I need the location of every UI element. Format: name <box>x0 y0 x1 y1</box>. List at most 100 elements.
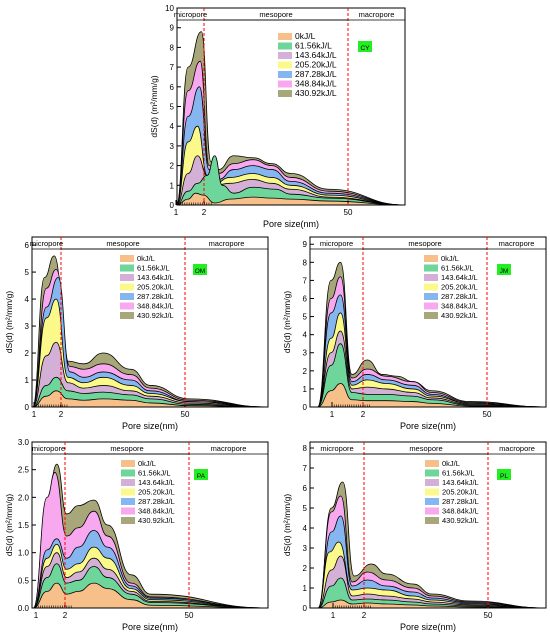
legend-swatch-pl-2 <box>425 479 439 486</box>
series-area-pl-5 <box>317 495 547 609</box>
region-label-cy-1: mesopore <box>259 10 292 19</box>
legend-swatch-pl-6 <box>425 517 439 524</box>
legend-swatch-cy-4 <box>278 71 292 78</box>
y-axis-label-cy: dS(d) (m²/mm/g) <box>149 75 159 138</box>
legend-swatch-om-6 <box>120 312 134 319</box>
y-tick-label-cy-9: 9 <box>170 24 175 33</box>
region-label-om-1: mesopore <box>106 239 139 248</box>
legend-swatch-jm-1 <box>424 264 438 272</box>
y-tick-label-jm-1: 1 <box>303 385 308 394</box>
legend-swatch-jm-0 <box>424 255 438 262</box>
legend-label-pl-1: 61.56kJ/L <box>442 469 475 478</box>
legend-label-pa-2: 143.64kJ/L <box>138 478 175 487</box>
y-axis-label-pl: dS(d) (m²/mm/g) <box>282 494 292 557</box>
y-tick-label-jm-0: 0 <box>303 403 308 412</box>
legend-swatch-pa-5 <box>121 507 135 515</box>
legend-label-jm-2: 143.64kJ/L <box>441 273 478 282</box>
badge-box-pl <box>497 469 511 480</box>
y-tick-label-pa-0: 0.0 <box>18 604 30 613</box>
legend-label-pa-4: 287.28kJ/L <box>138 497 175 506</box>
region-label-pl-1: mesopore <box>409 444 442 453</box>
x-tick-label-pl-2: 50 <box>484 611 493 620</box>
series-area-cy-6 <box>176 31 406 206</box>
region-label-pa-1: mesopore <box>110 444 143 453</box>
legend-label-om-4: 287.28kJ/L <box>137 292 174 301</box>
legend-swatch-pa-2 <box>121 479 135 486</box>
plot-frame-pl <box>309 441 547 609</box>
series-area-jm-2 <box>317 330 547 408</box>
series-area-pa-0 <box>33 582 269 609</box>
series-area-pl-3 <box>317 541 547 609</box>
series-area-om-5 <box>32 268 269 408</box>
y-tick-label-pl-4: 4 <box>303 524 308 533</box>
y-tick-label-pa-3: 1.5 <box>18 521 30 530</box>
y-tick-label-pl-6: 6 <box>303 484 308 493</box>
y-tick-label-jm-4: 4 <box>303 331 308 340</box>
x-tick-label-pl-1: 2 <box>362 611 367 620</box>
y-tick-label-pl-7: 7 <box>303 464 308 473</box>
y-tick-label-cy-8: 8 <box>170 43 175 52</box>
legend-label-pa-0: 0kJ/L <box>138 459 156 468</box>
legend-swatch-pl-0 <box>425 460 439 467</box>
legend-label-om-6: 430.92kJ/L <box>137 311 174 320</box>
x-tick-label-pa-1: 2 <box>63 611 68 620</box>
y-tick-label-pl-1: 1 <box>303 584 308 593</box>
chart-panel-cy: 0 1 2 3 4 5 6 7 8 9 10 1 2 50 micropore mesopore macropo… <box>145 4 410 230</box>
x-tick-label-cy-2: 50 <box>344 208 353 217</box>
legend-label-jm-1: 61.56kJ/L <box>441 264 474 273</box>
legend-swatch-pa-1 <box>121 469 135 477</box>
chart-panel-om: 0 1 2 3 4 5 6 1 2 50 micropore mesopore macropore Por… <box>2 233 272 433</box>
x-tick-label-pa-0: 1 <box>34 611 39 620</box>
x-tick-label-jm-2: 50 <box>483 410 492 419</box>
x-tick-label-om-0: 1 <box>32 410 37 419</box>
legend-swatch-cy-3 <box>278 61 292 69</box>
y-tick-label-jm-7: 7 <box>303 276 308 285</box>
region-label-pl-0: micropore <box>320 444 353 453</box>
legend-swatch-jm-6 <box>424 312 438 319</box>
legend-label-jm-5: 348.84kJ/L <box>441 302 478 311</box>
legend-swatch-om-2 <box>120 274 134 281</box>
plot-frame-jm <box>309 236 547 408</box>
y-tick-label-cy-1: 1 <box>170 181 175 190</box>
x-tick-label-cy-1: 2 <box>202 208 207 217</box>
legend-swatch-jm-5 <box>424 302 438 310</box>
x-axis-label-cy: Pore size(nm) <box>263 219 319 229</box>
series-area-jm-4 <box>317 294 547 408</box>
y-tick-label-cy-7: 7 <box>170 63 175 72</box>
y-tick-label-om-0: 0 <box>25 403 30 412</box>
y-tick-label-pl-0: 0 <box>303 604 308 613</box>
legend-swatch-om-4 <box>120 293 134 300</box>
legend-label-pa-6: 430.92kJ/L <box>138 516 175 525</box>
region-label-cy-0: micropore <box>174 10 207 19</box>
region-label-om-2: macropore <box>209 239 245 248</box>
y-axis-label-pa: dS(d) (m²/mm/g) <box>4 494 14 557</box>
y-tick-label-pa-6: 3.0 <box>18 438 30 447</box>
series-area-jm-6 <box>317 261 547 408</box>
y-tick-label-pl-2: 2 <box>303 564 308 573</box>
y-tick-label-cy-3: 3 <box>170 142 175 151</box>
chart-jm-svg: 0 1 2 3 4 5 6 7 8 9 1 2 50 micropore mesopore macropore… <box>282 236 547 431</box>
legend-label-pl-6: 430.92kJ/L <box>442 516 479 525</box>
legend-label-pl-5: 348.84kJ/L <box>442 507 479 516</box>
legend-label-om-2: 143.64kJ/L <box>137 273 174 282</box>
legend-label-pa-3: 205.20kJ/L <box>138 488 175 497</box>
region-label-cy-2: macropore <box>359 10 395 19</box>
y-tick-label-pl-3: 3 <box>303 544 308 553</box>
y-tick-label-om-6: 6 <box>25 241 30 250</box>
y-tick-label-cy-4: 4 <box>170 122 175 131</box>
series-area-om-0 <box>32 390 269 408</box>
region-label-pl-2: macropore <box>499 444 535 453</box>
series-area-jm-3 <box>317 312 547 408</box>
y-tick-label-pa-4: 2.0 <box>18 493 30 502</box>
badge-box-om <box>193 264 207 275</box>
y-tick-label-pa-2: 1.0 <box>18 549 30 558</box>
y-tick-label-pl-8: 8 <box>303 444 308 453</box>
legend-swatch-pl-3 <box>425 488 439 496</box>
x-tick-label-jm-1: 2 <box>361 410 366 419</box>
badge-label-pl: PL <box>500 473 508 480</box>
legend-swatch-pa-4 <box>121 498 135 505</box>
x-tick-label-cy-0: 1 <box>174 208 179 217</box>
y-tick-label-pa-5: 2.5 <box>18 466 30 475</box>
series-area-cy-2 <box>176 155 406 206</box>
legend-swatch-om-1 <box>120 264 134 272</box>
